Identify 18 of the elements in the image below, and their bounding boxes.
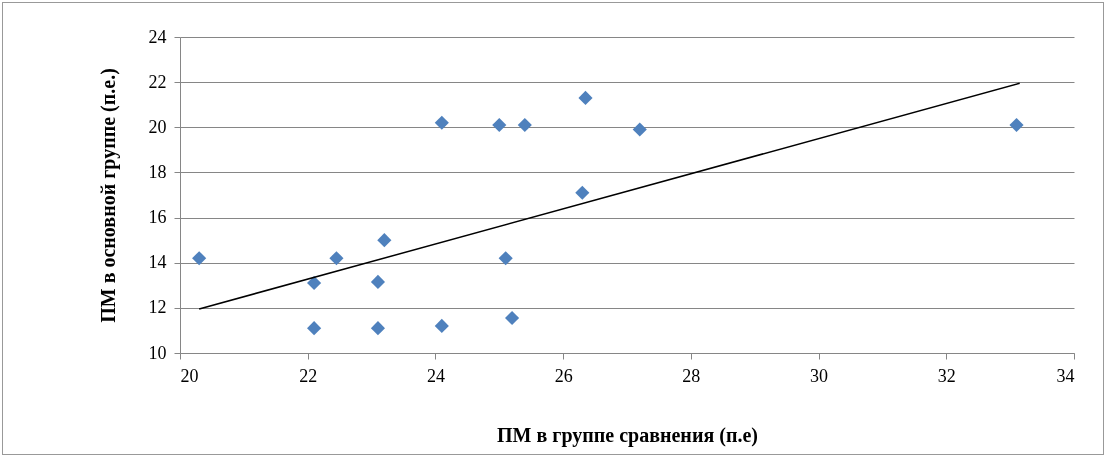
y-tick-label: 24 [148,26,167,47]
y-tick-label: 10 [148,342,167,363]
x-tick-label: 34 [1056,365,1075,386]
x-tick-label: 26 [554,365,573,386]
y-tick-label: 18 [148,161,167,182]
x-tick-label: 24 [426,365,445,386]
x-tick-label: 30 [810,365,829,386]
y-tick-label: 12 [148,297,167,318]
x-tick-label: 22 [299,365,318,386]
x-axis-title: ПМ в группе сравнения (п.е) [497,423,758,447]
y-tick-label: 16 [148,207,167,228]
x-tick-label: 32 [937,365,956,386]
x-tick-label: 28 [682,365,701,386]
y-tick-label: 14 [148,252,167,273]
x-tick-label: 20 [180,365,199,386]
y-tick-label: 20 [148,116,167,137]
y-tick-label: 22 [148,71,167,92]
y-axis-title: ПМ в основной группе (п.е.) [96,68,120,323]
